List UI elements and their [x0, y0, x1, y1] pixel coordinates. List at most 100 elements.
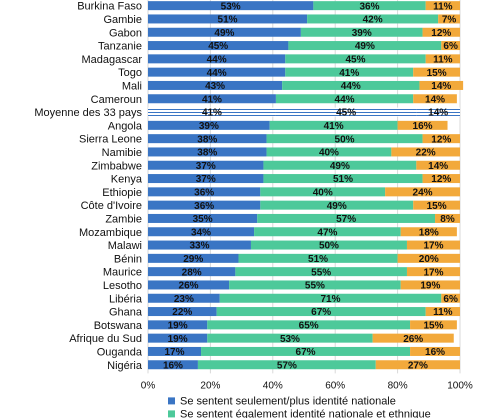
- data-label: 17%: [165, 347, 185, 358]
- bar-segment: [148, 307, 217, 317]
- data-label: 11%: [433, 1, 453, 12]
- category-label: Malawi: [108, 240, 142, 252]
- data-label: 19%: [168, 334, 188, 345]
- bar-segment: [260, 200, 414, 210]
- bar-segment: [372, 333, 454, 343]
- bar-segment: [397, 120, 448, 130]
- data-label: 38%: [197, 148, 217, 159]
- data-label: 18%: [419, 227, 439, 238]
- data-label: 57%: [277, 360, 297, 371]
- category-label: Ouganda: [97, 346, 143, 358]
- bar-segment: [425, 307, 460, 317]
- data-label: 40%: [319, 148, 339, 159]
- data-label: 51%: [218, 15, 238, 26]
- bar-segment: [288, 41, 442, 51]
- x-tick-label: 60%: [325, 380, 345, 391]
- category-label: Ethiopie: [102, 187, 142, 199]
- bar-segment: [438, 14, 460, 24]
- bar-segment: [400, 280, 460, 290]
- bar-segment: [425, 1, 460, 11]
- data-label: 19%: [420, 281, 440, 292]
- bar-segment: [410, 320, 457, 330]
- bar-segment: [425, 54, 460, 64]
- data-label: 15%: [427, 68, 447, 79]
- data-label: 44%: [207, 68, 227, 79]
- data-label: 44%: [341, 81, 361, 92]
- bar-segment: [216, 307, 426, 317]
- data-label: 33%: [189, 241, 209, 252]
- bar-segment: [148, 267, 236, 277]
- bar-segment: [229, 280, 401, 290]
- bar-segment: [148, 80, 283, 90]
- data-label: 8%: [440, 214, 455, 225]
- bar-segment: [313, 1, 426, 11]
- data-label: 53%: [221, 1, 241, 12]
- data-label: 44%: [207, 54, 227, 65]
- legend-swatch: [168, 410, 175, 418]
- bar-segment: [201, 346, 411, 356]
- data-label: 17%: [423, 241, 443, 252]
- category-label: Mozambique: [79, 227, 142, 239]
- data-label: 16%: [425, 347, 445, 358]
- data-label: 41%: [202, 94, 222, 105]
- bar-segment: [285, 54, 426, 64]
- data-label: 19%: [168, 320, 188, 331]
- bar-segment: [235, 267, 407, 277]
- x-axis: 0% 20% 40% 60% 80% 100%: [141, 380, 473, 391]
- category-label: Zimbabwe: [91, 160, 142, 172]
- data-label: 49%: [355, 41, 375, 52]
- bar-segment: [148, 187, 261, 197]
- bar-segment: [250, 240, 407, 250]
- category-label: Namibie: [102, 147, 142, 159]
- bar-segment: [207, 333, 373, 343]
- data-label: 6%: [443, 41, 458, 52]
- data-label: 34%: [191, 227, 211, 238]
- category-label: Bénin: [114, 253, 142, 265]
- bar-segment: [416, 107, 460, 117]
- data-label: 14%: [431, 81, 451, 92]
- data-label: 16%: [163, 360, 183, 371]
- data-label: 36%: [360, 1, 380, 12]
- data-label: 22%: [416, 148, 436, 159]
- category-label: Afrique du Sud: [69, 333, 142, 345]
- bar-segment: [148, 240, 251, 250]
- bar-segment: [197, 360, 376, 370]
- data-label: 12%: [431, 174, 451, 185]
- data-label: 23%: [174, 294, 194, 305]
- data-label: 27%: [408, 360, 428, 371]
- category-label: Madagascar: [81, 54, 142, 66]
- data-label: 36%: [194, 187, 214, 198]
- bar-segment: [148, 14, 308, 24]
- legend-swatch: [168, 397, 175, 405]
- bar-segment: [148, 360, 198, 370]
- bar-segment: [148, 54, 286, 64]
- data-label: 26%: [403, 334, 423, 345]
- bar-segment: [148, 27, 301, 37]
- category-label: Ghana: [109, 307, 143, 319]
- data-label: 50%: [319, 241, 339, 252]
- data-label: 37%: [196, 174, 216, 185]
- data-label: 11%: [433, 54, 453, 65]
- bar-segment: [148, 134, 267, 144]
- bar-segment: [260, 187, 386, 197]
- data-label: 15%: [427, 201, 447, 212]
- data-label: 28%: [182, 267, 202, 278]
- category-label: Zambie: [105, 213, 142, 225]
- legend-label: Se sentent seulement/plus identité natio…: [180, 395, 396, 407]
- data-label: 37%: [196, 161, 216, 172]
- data-label: 53%: [280, 334, 300, 345]
- data-label: 71%: [321, 294, 341, 305]
- data-label: 36%: [194, 201, 214, 212]
- legend-label: Se sentent également identité nationale …: [180, 408, 431, 418]
- bar-segment: [400, 227, 457, 237]
- data-label: 29%: [183, 254, 203, 265]
- data-label: 15%: [423, 320, 443, 331]
- data-label: 51%: [308, 254, 328, 265]
- data-label: 38%: [197, 134, 217, 145]
- data-label: 47%: [317, 227, 337, 238]
- x-tick-label: 40%: [263, 380, 283, 391]
- data-label: 41%: [324, 121, 344, 132]
- bar-segment: [148, 107, 276, 117]
- bar-segment: [148, 41, 289, 51]
